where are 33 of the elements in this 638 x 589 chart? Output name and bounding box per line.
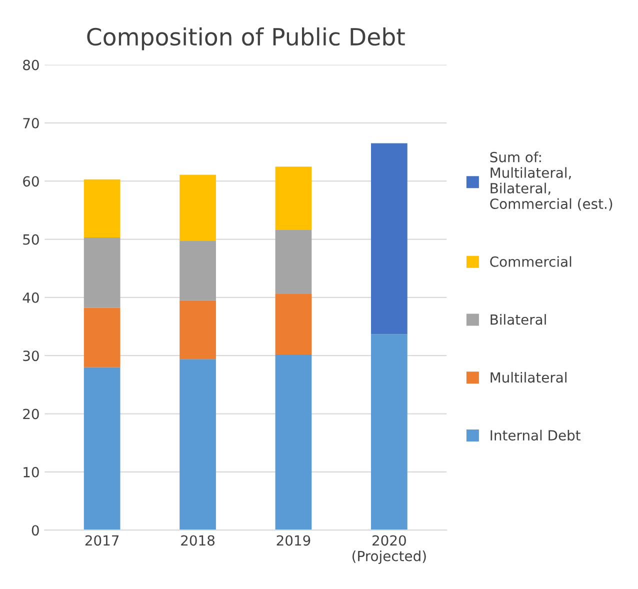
y-tick-label: 40 — [22, 292, 39, 303]
y-tick-label: 60 — [23, 176, 39, 187]
bar — [180, 174, 216, 242]
x-tick-label: 2017 — [85, 535, 119, 546]
bar — [275, 294, 312, 354]
y-tick-label: 80 — [23, 60, 39, 70]
bar — [84, 238, 120, 308]
bar — [84, 367, 120, 530]
bar — [84, 308, 120, 368]
x-tick-label: 2018 — [181, 535, 214, 546]
chart-title: Composition of Public Debt — [87, 27, 405, 50]
legend-label: Multilateral — [490, 372, 566, 383]
x-tick-label: 2020 (Projected) — [352, 535, 426, 564]
bar — [275, 354, 312, 530]
bar — [180, 241, 216, 300]
bar — [180, 300, 216, 360]
legend-label: Internal Debt — [490, 430, 580, 441]
bar — [370, 334, 408, 530]
bar — [275, 230, 312, 294]
legend-label: Bilateral — [490, 314, 546, 325]
legend-label: Sum of: Multilateral, Bilateral, Commercial (est.) — [490, 152, 612, 211]
bar — [370, 143, 408, 334]
y-tick-label: 10 — [24, 466, 39, 478]
y-tick-label: 30 — [23, 350, 39, 362]
y-tick-label: 0 — [32, 525, 39, 536]
bar — [275, 166, 312, 230]
y-tick-label: 20 — [23, 408, 39, 420]
y-tick-label: 70 — [23, 118, 39, 128]
bar — [180, 359, 216, 530]
x-tick-label: 2019 — [276, 535, 310, 546]
y-tick-label: 50 — [23, 234, 39, 245]
bar — [84, 179, 120, 238]
legend-label: Commercial — [490, 256, 572, 267]
